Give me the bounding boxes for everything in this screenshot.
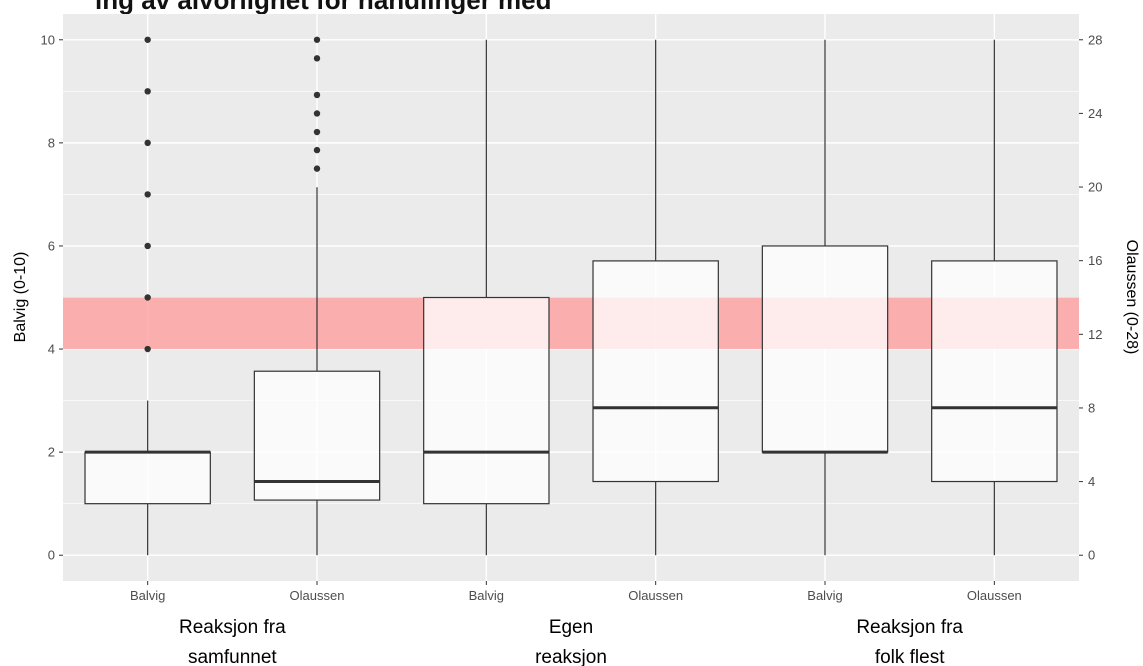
right-tick-label: 12 — [1088, 327, 1102, 342]
group-label: folk flest — [875, 647, 945, 666]
group-label: samfunnet — [188, 647, 277, 666]
outlier-point — [313, 91, 321, 99]
box-iqr — [592, 260, 719, 483]
outlier-point — [144, 139, 151, 147]
left-tick-label: 8 — [48, 135, 55, 150]
x-tick-label: Olaussen — [967, 588, 1022, 603]
boxplot-olaussen-2 — [931, 39, 1058, 556]
outlier-point — [144, 88, 151, 95]
x-tick-label: Balvig — [469, 588, 504, 603]
boxplot-balvig-1 — [423, 39, 550, 556]
highlight-band-layer — [63, 297, 1079, 350]
highlight-band — [63, 297, 1079, 350]
outlier-point — [313, 110, 321, 117]
left-axis: 0 2 4 6 8 10 — [41, 32, 63, 563]
left-tick-label: 4 — [48, 342, 55, 357]
outlier-point — [313, 128, 321, 136]
boxplot-olaussen-0 — [253, 36, 381, 556]
boxplot-balvig-2 — [761, 39, 889, 556]
outlier-point — [313, 146, 321, 154]
box-iqr — [761, 245, 889, 453]
right-tick-label: 20 — [1088, 180, 1102, 195]
x-tick-label: Olaussen — [628, 588, 683, 603]
outlier-point — [313, 165, 321, 172]
box-iqr — [253, 370, 381, 501]
group-label: Egen — [549, 617, 593, 638]
group-label: Reaksjon fra — [856, 617, 963, 638]
left-tick-label: 10 — [41, 32, 55, 47]
group-label: reaksjon — [535, 647, 607, 666]
right-tick-label: 0 — [1088, 548, 1095, 563]
y-axis-right-title: Olaussen (0-28) — [1123, 240, 1140, 355]
right-axis: 0 4 8 12 16 20 24 28 — [1079, 32, 1102, 563]
outlier-point — [144, 294, 151, 301]
right-tick-label: 8 — [1088, 400, 1095, 415]
x-axis: Balvig Olaussen Balvig Olaussen Balvig Olauss… — [130, 581, 1022, 666]
boxes-layer — [84, 36, 1058, 556]
left-tick-label: 6 — [48, 238, 55, 253]
y-axis-left-title: Balvig (0-10) — [12, 252, 29, 343]
left-tick-label: 2 — [48, 445, 55, 460]
box-iqr — [84, 451, 211, 505]
x-tick-label: Balvig — [130, 588, 165, 603]
outlier-point — [144, 345, 151, 353]
outlier-point — [144, 191, 151, 198]
boxplot-olaussen-1 — [592, 39, 719, 556]
right-tick-label: 16 — [1088, 253, 1102, 268]
outlier-point — [313, 55, 321, 62]
boxplot-balvig-0 — [84, 36, 211, 556]
box-iqr — [931, 260, 1058, 483]
right-tick-label: 24 — [1088, 106, 1102, 121]
x-tick-label: Balvig — [807, 588, 842, 603]
chart-title: ing av alvorlighet for handlinger med — [95, 0, 552, 15]
outlier-point — [144, 242, 151, 250]
outlier-point — [144, 36, 151, 43]
outlier-point — [313, 36, 321, 43]
box-iqr — [423, 296, 550, 505]
right-tick-label: 28 — [1088, 32, 1102, 47]
x-tick-label: Olaussen — [290, 588, 345, 603]
group-label: Reaksjon fra — [179, 617, 286, 638]
left-tick-label: 0 — [48, 548, 55, 563]
right-tick-label: 4 — [1088, 474, 1095, 489]
